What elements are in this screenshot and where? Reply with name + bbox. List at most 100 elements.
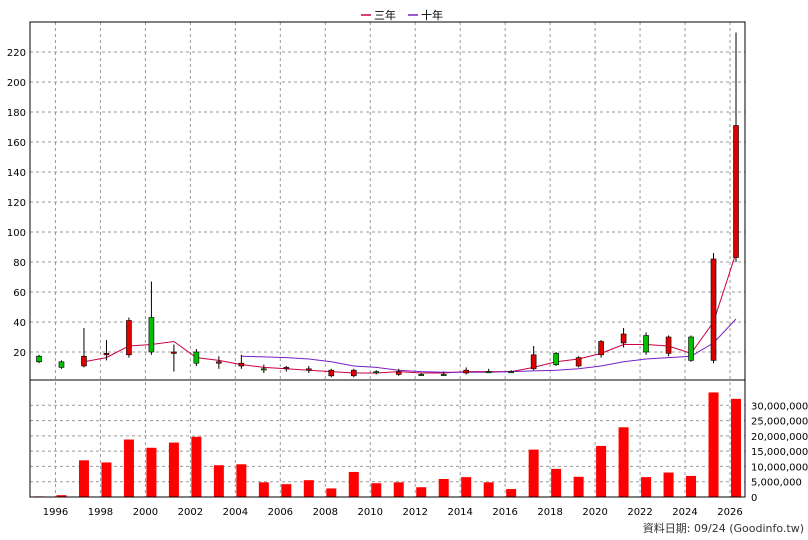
- candle: [395, 368, 402, 376]
- candle-body: [485, 371, 492, 374]
- candle: [598, 340, 604, 358]
- volume-bar: [213, 465, 224, 497]
- volume-grid: [30, 404, 745, 483]
- volume-bar: [596, 445, 607, 497]
- candle-body: [126, 320, 132, 356]
- year-tick-label: 2018: [537, 507, 562, 518]
- candle: [103, 340, 110, 361]
- volume-tick-label: 30,000,000: [751, 401, 808, 412]
- year-tick-label: 1998: [88, 507, 113, 518]
- plot-frame: [29, 21, 746, 498]
- candle-body: [688, 336, 694, 361]
- candle: [665, 335, 672, 357]
- candle-body: [261, 368, 267, 371]
- year-tick-label: 2016: [492, 507, 517, 518]
- candle: [508, 370, 514, 374]
- legend-label-ma3: 三年: [374, 8, 396, 22]
- volume-bar: [618, 427, 629, 497]
- candle: [81, 328, 87, 368]
- year-tick-label: 2012: [402, 507, 427, 518]
- volume-bar: [123, 439, 134, 497]
- candle: [688, 335, 694, 362]
- price-tick-label: 180: [7, 108, 26, 119]
- volume-bar: [573, 476, 584, 497]
- candle-body: [81, 355, 87, 367]
- candle: [643, 332, 649, 355]
- price-grid: [30, 22, 745, 497]
- candle: [553, 352, 559, 366]
- volume-bar: [78, 460, 89, 497]
- candle: [418, 373, 425, 376]
- candle: [193, 349, 200, 366]
- price-tick-label: 60: [13, 288, 26, 299]
- price-tick-label: 200: [7, 78, 26, 89]
- volume-bar: [326, 488, 337, 497]
- candle: [350, 368, 357, 378]
- year-tick-label: 2026: [717, 507, 742, 518]
- candle: [216, 356, 222, 369]
- candle-body: [598, 341, 604, 356]
- price-tick-label: 120: [7, 198, 26, 209]
- candle-body: [530, 354, 537, 370]
- volume-bar: [146, 447, 157, 497]
- year-tick-label: 2008: [313, 507, 338, 518]
- volume-bar: [461, 477, 472, 497]
- candle: [530, 346, 537, 371]
- candle: [283, 366, 290, 372]
- volume-bar: [101, 462, 112, 497]
- year-tick-label: 2004: [223, 507, 248, 518]
- volume-bar: [168, 442, 179, 497]
- price-tick-label: 140: [7, 168, 26, 179]
- volume-tick-label: 10,000,000: [751, 462, 808, 473]
- volume-bar: [236, 464, 247, 497]
- candle: [485, 368, 492, 374]
- candle: [733, 32, 739, 262]
- legend-label-ma10: 十年: [421, 8, 443, 22]
- volume-bar: [686, 475, 697, 497]
- candle: [171, 344, 177, 372]
- candle: [58, 360, 65, 369]
- candle-body: [575, 357, 582, 367]
- volume-bar: [371, 483, 382, 497]
- candle-body: [238, 362, 245, 367]
- candle: [306, 366, 312, 373]
- year-tick-label: 2022: [627, 507, 652, 518]
- volume-bar: [56, 495, 67, 497]
- candle: [620, 328, 627, 348]
- candle-body: [216, 361, 222, 364]
- candle-body: [36, 355, 42, 363]
- year-tick-label: 2006: [268, 507, 293, 518]
- price-tick-label: 20: [13, 348, 26, 359]
- candle-body: [643, 335, 649, 353]
- year-tick-label: 2010: [358, 507, 383, 518]
- candle: [261, 364, 267, 373]
- candle: [575, 356, 582, 368]
- year-tick-label: 1996: [43, 507, 68, 518]
- candle: [126, 317, 132, 358]
- volume-bar: [393, 482, 404, 497]
- year-x-axis: 1996 1998 2000 2002 2004 2006 2008 2010 2012 2014…: [43, 507, 743, 518]
- price-tick-label: 100: [7, 228, 26, 239]
- price-tick-label: 40: [13, 318, 26, 329]
- plot-border: [29, 21, 746, 498]
- candle-body: [328, 369, 335, 377]
- candle-body: [373, 371, 380, 374]
- year-tick-label: 2014: [447, 507, 472, 518]
- candle-body: [283, 367, 290, 370]
- volume-bar: [551, 468, 562, 497]
- candle: [440, 371, 447, 376]
- candle-body: [710, 258, 717, 361]
- volume-bar: [641, 477, 652, 497]
- volume-tick-label: 5,000,000: [751, 478, 802, 489]
- candle-body: [553, 353, 559, 365]
- candle-body: [418, 374, 425, 376]
- candle-body: [733, 125, 739, 258]
- volume-bar: [731, 398, 742, 497]
- candle-body: [171, 351, 177, 354]
- candle: [328, 368, 335, 378]
- volume-bar: [438, 478, 449, 497]
- year-tick-label: 2024: [672, 507, 697, 518]
- candle: [710, 253, 717, 364]
- candle: [36, 354, 42, 364]
